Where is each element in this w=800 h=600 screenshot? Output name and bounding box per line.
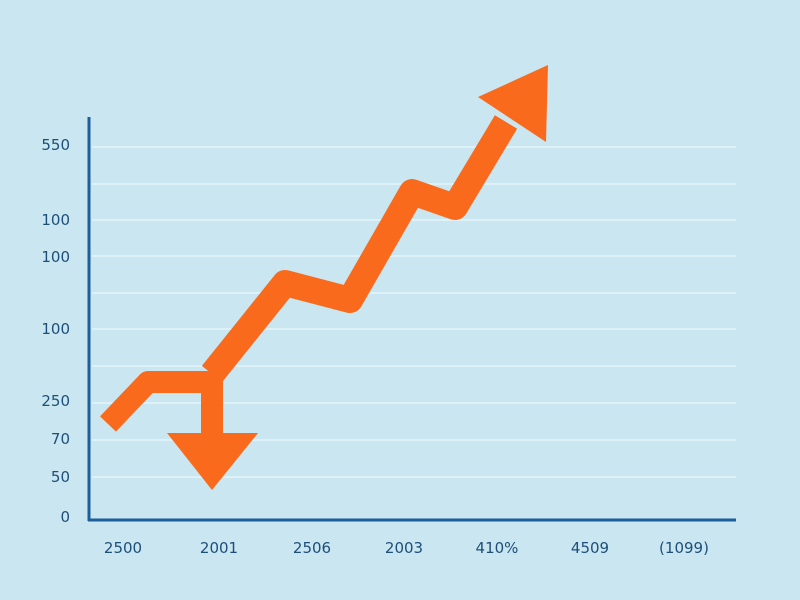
down-arrow-head: [167, 433, 258, 490]
x-tick-label: 410%: [476, 539, 519, 557]
y-tick-label: 550: [41, 136, 70, 154]
down-arrow-line: [100, 371, 223, 440]
y-tick-label: 0: [60, 508, 70, 526]
x-tick-label: 2003: [385, 539, 423, 557]
x-tick-label: (1099): [659, 539, 709, 557]
y-tick-label: 100: [41, 320, 70, 338]
y-tick-label: 50: [51, 468, 70, 486]
y-tick-label: 100: [41, 248, 70, 266]
x-tick-label: 2506: [293, 539, 331, 557]
y-tick-label: 70: [51, 430, 70, 448]
trend-arrows: [100, 65, 548, 490]
x-tick-label: 4509: [571, 539, 609, 557]
x-tick-label: 2001: [200, 539, 238, 557]
up-arrow-head: [478, 65, 548, 142]
y-tick-label: 250: [41, 392, 70, 410]
x-tick-label: 2500: [104, 539, 142, 557]
gridlines: [92, 146, 736, 478]
up-arrow-line: [201, 115, 518, 383]
y-tick-label: 100: [41, 211, 70, 229]
